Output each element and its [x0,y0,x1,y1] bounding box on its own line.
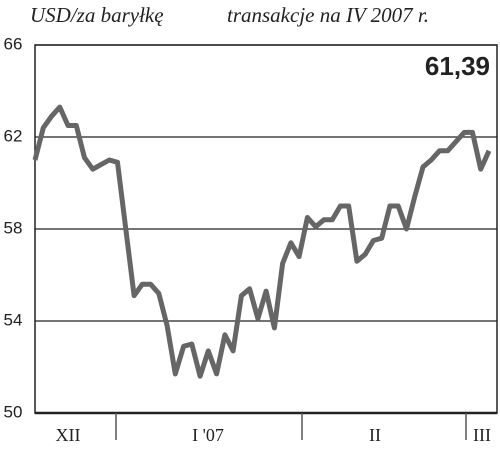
x-month-label: II [369,425,381,445]
chart-subtitle: transakcje na IV 2007 r. [227,3,429,27]
x-month-label: I '07 [192,425,224,445]
y-tick-label: 54 [4,310,23,329]
x-month-label: XII [56,425,81,445]
last-value-annotation: 61,39 [425,51,490,81]
y-tick-label: 66 [4,34,23,53]
x-month-label: III [473,425,491,445]
price-line [32,104,492,379]
chart-title: USD/za baryłkę [30,3,164,27]
y-tick-label: 50 [4,402,23,421]
y-tick-label: 62 [4,126,23,145]
y-tick-label: 58 [4,218,23,237]
